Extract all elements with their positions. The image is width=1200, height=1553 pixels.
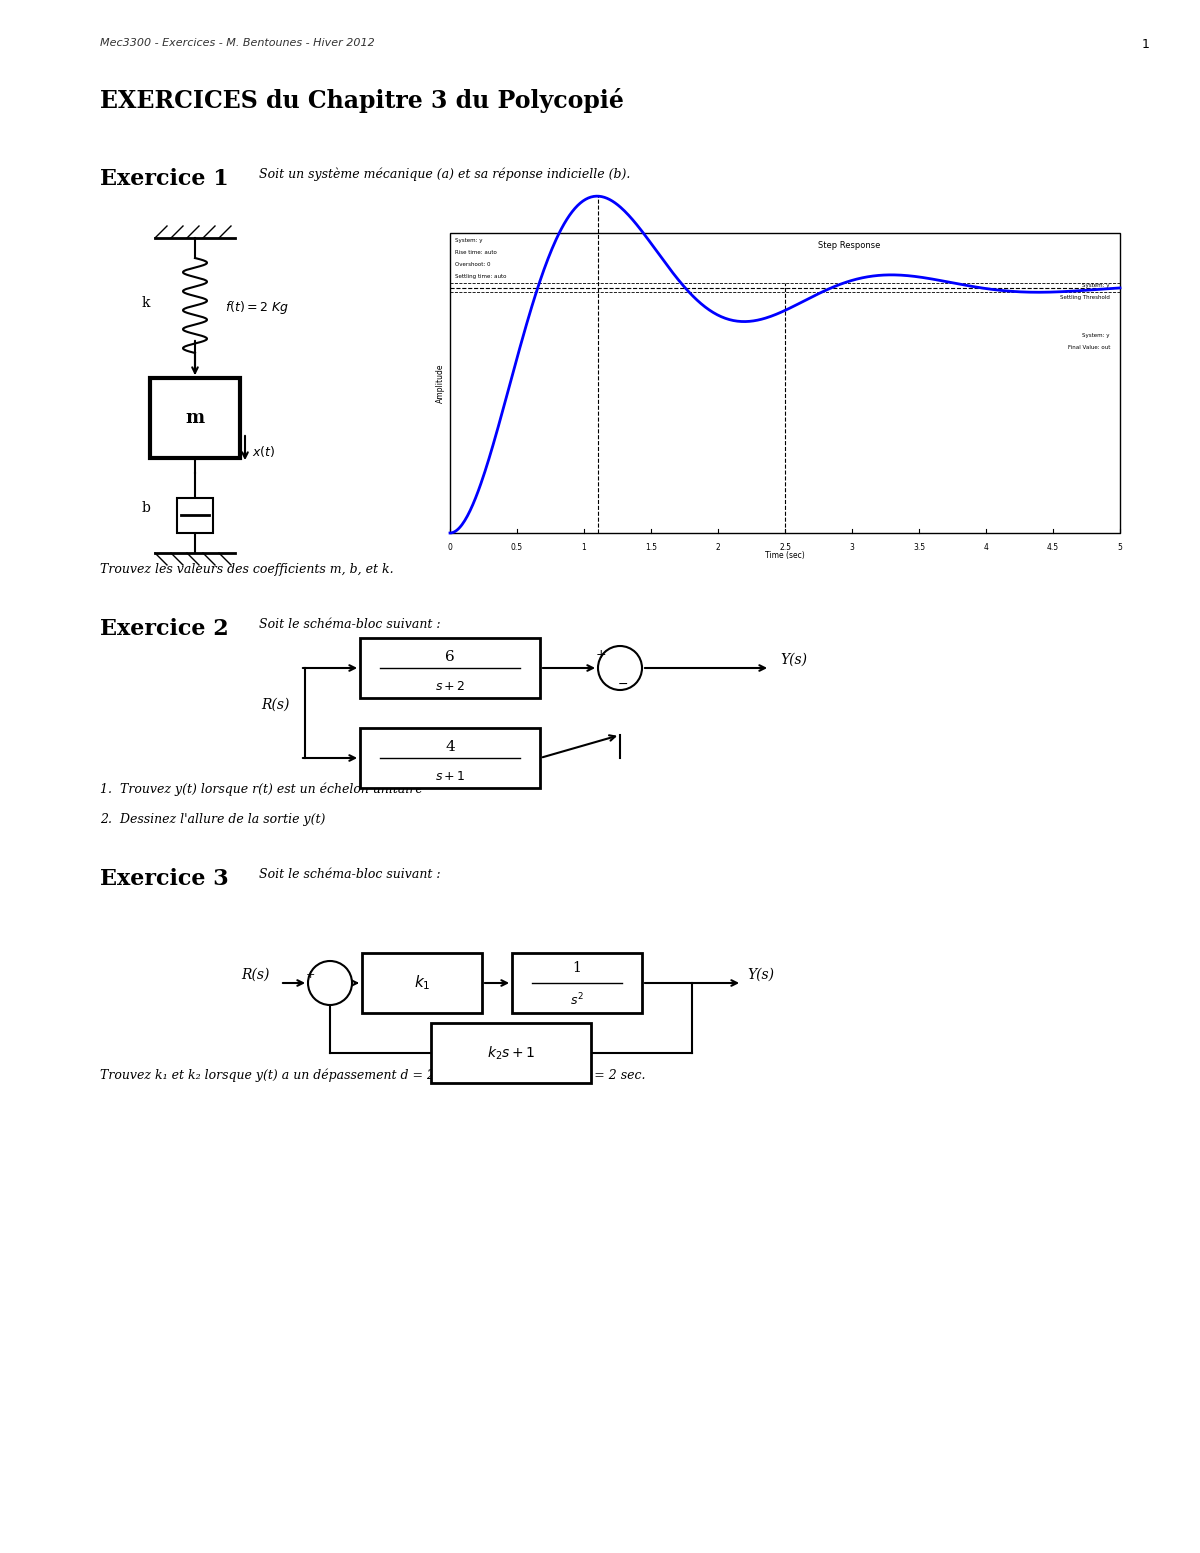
Text: 6: 6 [445, 651, 455, 665]
Text: k: k [142, 297, 150, 311]
Text: Soit le schéma-bloc suivant :: Soit le schéma-bloc suivant : [254, 618, 440, 631]
Text: 4: 4 [984, 544, 989, 551]
Text: Soit le schéma-bloc suivant :: Soit le schéma-bloc suivant : [254, 868, 440, 881]
Text: EXERCICES du Chapitre 3 du Polycopié: EXERCICES du Chapitre 3 du Polycopié [100, 89, 624, 113]
Text: 2.  Dessinez l'allure de la sortie y(t): 2. Dessinez l'allure de la sortie y(t) [100, 814, 325, 826]
Text: Rise time: auto: Rise time: auto [455, 250, 497, 255]
Circle shape [598, 646, 642, 690]
Text: b: b [142, 502, 150, 516]
Text: −: − [618, 679, 629, 691]
Text: Amplitude: Amplitude [436, 363, 445, 402]
Text: 1.  Trouvez y(t) lorsque r(t) est un échelon unitaire: 1. Trouvez y(t) lorsque r(t) est un éche… [100, 783, 422, 797]
Text: 1: 1 [572, 961, 582, 975]
Text: Soit un système mécanique (a) et sa réponse indicielle (b).: Soit un système mécanique (a) et sa répo… [254, 168, 630, 182]
Text: $k_2 s + 1$: $k_2 s + 1$ [487, 1044, 535, 1062]
Text: 1: 1 [582, 544, 587, 551]
Bar [360, 638, 540, 697]
Text: 4.5: 4.5 [1046, 544, 1060, 551]
Text: Exercice 1: Exercice 1 [100, 168, 229, 189]
Text: 2: 2 [715, 544, 720, 551]
Text: Y(s): Y(s) [746, 968, 774, 981]
Text: Settling Threshold: Settling Threshold [1060, 295, 1110, 300]
Text: $s^2$: $s^2$ [570, 991, 584, 1008]
Text: 1: 1 [1142, 37, 1150, 51]
Text: Time (sec): Time (sec) [766, 551, 805, 561]
Text: Trouvez k₁ et k₂ lorsque y(t) a un dépassement d = 25% et un temps de pic tₚ = 2: Trouvez k₁ et k₂ lorsque y(t) a un dépas… [100, 1068, 646, 1081]
Text: $s+2$: $s+2$ [434, 680, 466, 693]
Text: 1.5: 1.5 [646, 544, 658, 551]
Text: 0: 0 [448, 544, 452, 551]
Text: Final Value: out: Final Value: out [1068, 345, 1110, 349]
Text: Settling time: auto: Settling time: auto [455, 273, 506, 280]
Bar [450, 233, 1120, 533]
Text: R(s): R(s) [262, 697, 290, 711]
Text: +: + [595, 648, 606, 662]
Text: Trouvez les valeurs des coefficients m, b, et k.: Trouvez les valeurs des coefficients m, … [100, 564, 394, 576]
Bar [178, 499, 214, 533]
Text: 4: 4 [445, 739, 455, 755]
Text: Exercice 3: Exercice 3 [100, 868, 229, 890]
Text: 3.5: 3.5 [913, 544, 925, 551]
Text: R(s): R(s) [241, 968, 270, 981]
Text: System: y: System: y [455, 238, 482, 242]
Text: $s+1$: $s+1$ [434, 770, 466, 783]
Text: System: y: System: y [1082, 283, 1110, 287]
Text: 0.5: 0.5 [511, 544, 523, 551]
Text: Y(s): Y(s) [780, 652, 808, 666]
Text: m: m [186, 408, 204, 427]
Bar [360, 728, 540, 787]
Bar [150, 377, 240, 458]
Text: Step Response: Step Response [818, 241, 881, 250]
Text: $f(t) = 2\ Kg$: $f(t) = 2\ Kg$ [226, 300, 289, 317]
Text: Overshoot: 0: Overshoot: 0 [455, 262, 491, 267]
Text: Exercice 2: Exercice 2 [100, 618, 229, 640]
Text: 2.5: 2.5 [779, 544, 791, 551]
Text: $k_1$: $k_1$ [414, 974, 431, 992]
Text: 3: 3 [850, 544, 854, 551]
Bar [362, 954, 482, 1013]
Text: 5: 5 [1117, 544, 1122, 551]
Text: $x(t)$: $x(t)$ [252, 444, 275, 460]
Text: Mec3300 - Exercices - M. Bentounes - Hiver 2012: Mec3300 - Exercices - M. Bentounes - Hiv… [100, 37, 374, 48]
Circle shape [308, 961, 352, 1005]
Bar [431, 1023, 590, 1082]
Bar [512, 954, 642, 1013]
Text: System: y: System: y [1082, 332, 1110, 339]
Text: +: + [305, 971, 314, 980]
